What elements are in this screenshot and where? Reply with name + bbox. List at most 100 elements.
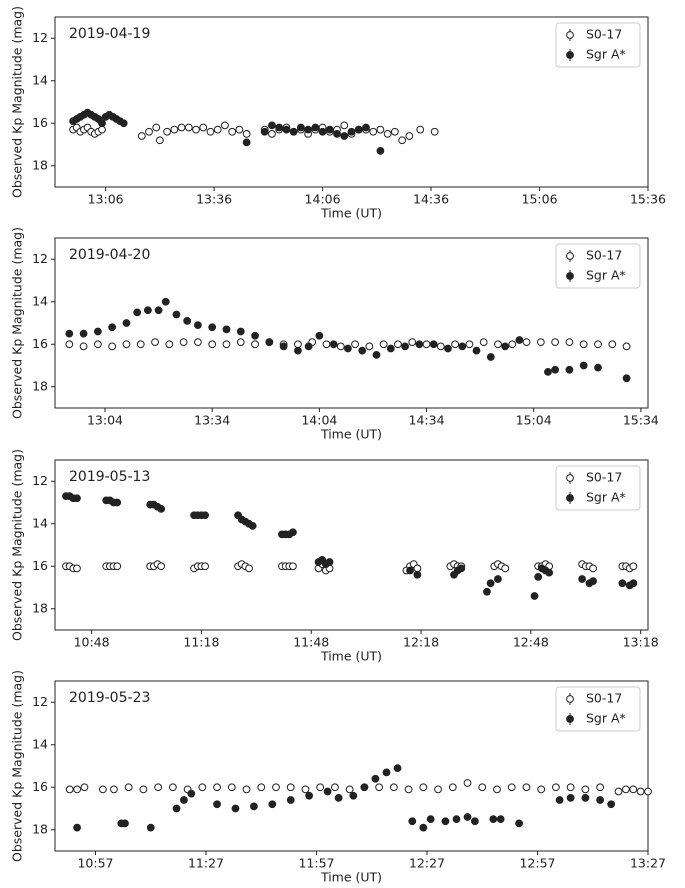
x-tick-label: 12:57 (519, 856, 555, 871)
data-point (242, 129, 251, 138)
legend-box (555, 465, 641, 511)
data-point (478, 783, 487, 792)
x-tick-label: 13:06 (88, 192, 124, 207)
data-point (496, 815, 505, 824)
data-point (168, 783, 177, 792)
data-point (137, 132, 146, 140)
data-point (552, 783, 560, 792)
plot-frame (54, 237, 649, 409)
legend-label: Sgr A* (586, 711, 626, 726)
data-point (73, 564, 81, 573)
x-tick-label: 13:36 (196, 192, 232, 207)
data-point (163, 127, 171, 136)
data-point (441, 817, 450, 826)
panel-title: 2019-04-20 (69, 247, 150, 263)
data-point (515, 336, 524, 344)
data-point (334, 793, 343, 802)
data-point (457, 564, 466, 573)
y-axis-label: Observed Kp Magnitude (mag) (10, 670, 25, 862)
data-point (579, 340, 588, 349)
data-point (465, 340, 474, 349)
data-point (536, 338, 545, 347)
data-point (323, 787, 332, 796)
data-point (434, 785, 442, 794)
data-point (222, 340, 231, 349)
data-point (413, 570, 422, 579)
data-point (354, 125, 363, 134)
plot-frame (54, 680, 649, 852)
data-point (458, 342, 467, 351)
x-tick-label: 14:06 (305, 192, 341, 207)
data-point (151, 338, 159, 347)
y-tick-label: 12 (32, 473, 48, 488)
panel-title: 2019-05-13 (69, 469, 150, 485)
data-point (451, 340, 459, 349)
data-point (470, 817, 479, 826)
data-point (629, 562, 638, 571)
data-point (208, 323, 217, 332)
data-point (436, 342, 445, 351)
data-point (413, 564, 422, 573)
data-point (187, 789, 196, 798)
panel-title: 2019-05-23 (69, 690, 150, 706)
data-point (242, 138, 251, 147)
data-point (382, 768, 391, 777)
data-point (555, 796, 564, 804)
data-point (249, 802, 258, 811)
data-point (65, 329, 74, 338)
data-point (304, 342, 313, 351)
x-tick-label: 13:04 (87, 413, 123, 428)
data-point (119, 119, 128, 128)
data-point (213, 800, 221, 809)
data-point (221, 121, 229, 130)
data-point (594, 363, 602, 372)
data-point (165, 340, 174, 349)
x-axis-label: Time (UT) (320, 427, 382, 442)
data-point (376, 146, 385, 155)
y-tick-label: 14 (32, 515, 48, 530)
legend-marker (566, 494, 574, 502)
data-point (143, 306, 152, 315)
data-point (65, 785, 74, 794)
x-axis-label: Time (UT) (320, 870, 382, 885)
y-tick-label: 16 (32, 779, 48, 794)
data-point (522, 783, 531, 792)
data-point (79, 342, 88, 351)
data-point (265, 338, 274, 347)
legend-marker (566, 695, 574, 703)
x-tick-label: 15:36 (630, 192, 666, 207)
legend-label: Sgr A* (586, 268, 626, 283)
data-point (245, 564, 253, 573)
data-point (193, 321, 202, 330)
data-point (515, 819, 523, 828)
data-point (183, 316, 192, 325)
data-point (286, 783, 295, 792)
data-point (493, 785, 501, 794)
data-point (622, 785, 630, 794)
y-tick-label: 18 (32, 821, 48, 836)
panel-title: 2019-04-19 (69, 26, 150, 42)
data-point (444, 344, 452, 353)
data-point (172, 310, 181, 319)
chart-panel: 12 14 16 18 10:57 11:27 11:57 12:27 12:57 13:27 Ti… (10, 670, 667, 884)
data-point (113, 562, 122, 571)
x-tick-label: 13:34 (194, 413, 230, 428)
data-point (294, 340, 302, 349)
data-point (294, 346, 302, 355)
data-point (311, 123, 320, 132)
data-point (579, 361, 588, 370)
x-tick-label: 10:48 (74, 635, 110, 650)
data-point (386, 344, 395, 353)
data-point (618, 579, 627, 588)
legend-marker (566, 715, 574, 723)
data-point (113, 498, 122, 507)
y-tick-label: 18 (32, 600, 48, 615)
data-point (594, 340, 602, 349)
legend-label: Sgr A* (586, 47, 626, 62)
data-point (360, 783, 369, 792)
data-point (152, 123, 161, 132)
data-point (472, 346, 481, 355)
data-point (344, 344, 352, 353)
chart-panel: 12 14 16 18 13:04 13:34 14:04 14:34 15:04 15:34 Ti… (10, 227, 659, 441)
data-point (393, 764, 402, 773)
